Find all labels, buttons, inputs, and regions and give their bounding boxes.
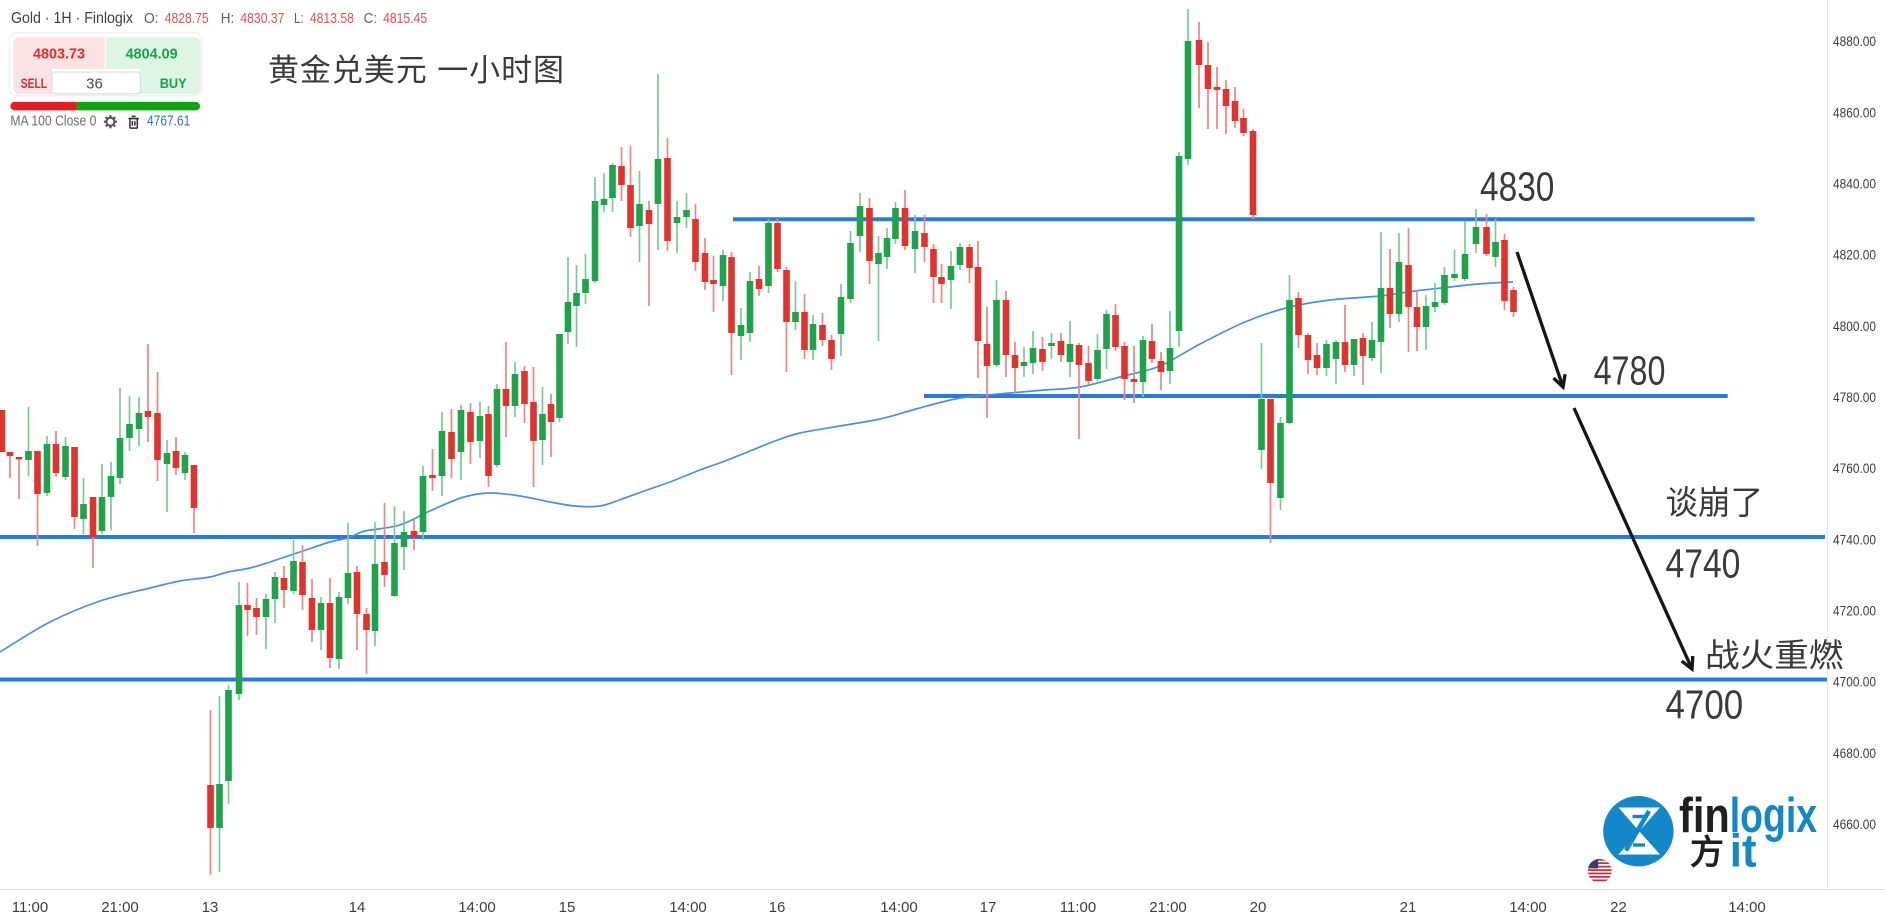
svg-text:战火重燃: 战火重燃: [1705, 638, 1843, 674]
svg-text:4700.00: 4700.00: [1833, 675, 1876, 690]
svg-text:O:: O:: [144, 11, 159, 27]
svg-text:C:: C:: [364, 11, 377, 27]
svg-text:4740.00: 4740.00: [1833, 532, 1876, 547]
svg-text:谈崩了: 谈崩了: [1666, 484, 1764, 521]
svg-text:4803.73: 4803.73: [33, 45, 85, 62]
svg-text:21: 21: [1400, 899, 1417, 916]
svg-text:4830.37: 4830.37: [240, 11, 284, 27]
svg-text:4700: 4700: [1666, 682, 1744, 728]
svg-text:4800.00: 4800.00: [1833, 319, 1876, 334]
svg-text:13: 13: [202, 899, 219, 916]
svg-text:16: 16: [769, 899, 786, 916]
svg-text:22: 22: [1610, 899, 1627, 916]
svg-text:4760.00: 4760.00: [1833, 461, 1876, 476]
svg-text:14:00: 14:00: [669, 899, 707, 916]
svg-text:BUY: BUY: [160, 76, 187, 91]
svg-text:logix: logix: [1730, 789, 1817, 843]
svg-text:36: 36: [86, 76, 103, 93]
svg-text:4680.00: 4680.00: [1833, 746, 1876, 761]
svg-text:Gold · 1H · Finlogix: Gold · 1H · Finlogix: [11, 10, 133, 27]
svg-text:方: 方: [1690, 834, 1724, 872]
svg-text:4720.00: 4720.00: [1833, 603, 1876, 618]
svg-text:4840.00: 4840.00: [1833, 177, 1876, 192]
svg-text:4780.00: 4780.00: [1833, 390, 1876, 405]
svg-text:H:: H:: [221, 11, 235, 27]
svg-text:L:: L:: [294, 11, 304, 27]
svg-text:SELL: SELL: [21, 76, 47, 91]
svg-text:fin: fin: [1679, 789, 1730, 843]
svg-text:11:00: 11:00: [1060, 899, 1096, 916]
svg-text:4813.58: 4813.58: [310, 11, 354, 27]
svg-text:4660.00: 4660.00: [1833, 817, 1876, 832]
svg-text:14:00: 14:00: [1728, 899, 1766, 916]
svg-text:it: it: [1730, 825, 1757, 877]
svg-text:黄金兑美元 一小时图: 黄金兑美元 一小时图: [268, 53, 564, 88]
svg-text:11:00: 11:00: [12, 899, 48, 916]
svg-text:4830: 4830: [1480, 164, 1554, 210]
svg-text:4815.45: 4815.45: [383, 11, 427, 27]
svg-text:14:00: 14:00: [1509, 899, 1547, 916]
svg-text:4767.61: 4767.61: [147, 112, 190, 129]
svg-text:14:00: 14:00: [880, 899, 918, 916]
svg-text:4880.00: 4880.00: [1833, 34, 1876, 49]
svg-text:15: 15: [559, 899, 576, 916]
svg-text:4780: 4780: [1594, 348, 1666, 394]
svg-text:21:00: 21:00: [1149, 899, 1187, 916]
svg-text:17: 17: [980, 899, 997, 916]
svg-text:14:00: 14:00: [458, 899, 496, 916]
svg-text:4860.00: 4860.00: [1833, 105, 1876, 120]
svg-text:4804.09: 4804.09: [126, 45, 178, 62]
svg-text:20: 20: [1250, 899, 1267, 916]
svg-text:4828.75: 4828.75: [165, 11, 209, 27]
svg-text:14: 14: [349, 899, 366, 916]
svg-text:4740: 4740: [1666, 541, 1741, 587]
svg-text:4820.00: 4820.00: [1833, 248, 1876, 263]
svg-text:MA 100 Close 0: MA 100 Close 0: [10, 112, 96, 129]
svg-text:21:00: 21:00: [101, 899, 139, 916]
